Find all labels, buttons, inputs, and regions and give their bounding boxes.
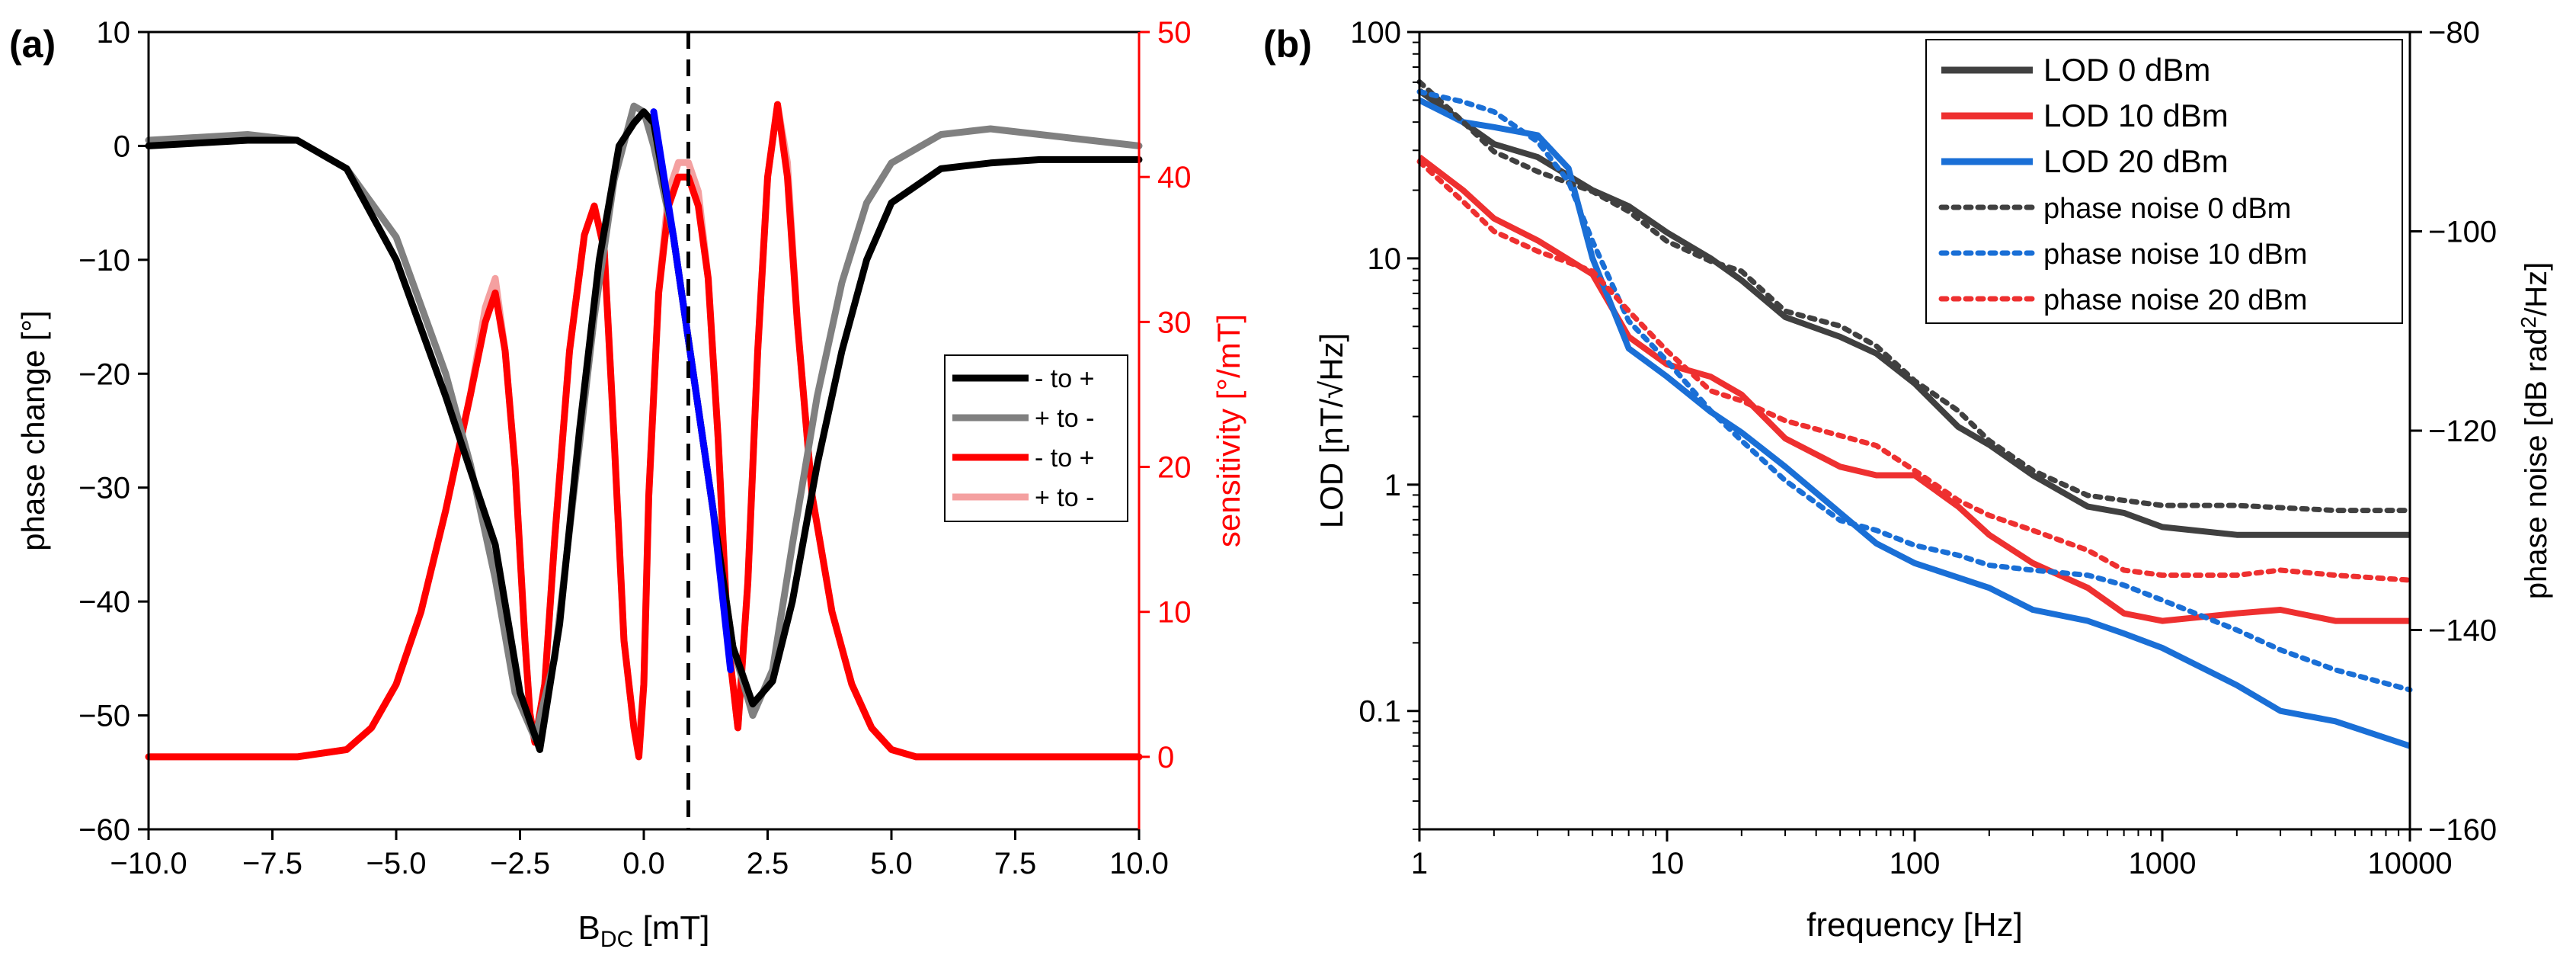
panel-a-y-right-tick-label: 20 [1157, 451, 1192, 485]
panel-a-xlabel: BDC [mT] [578, 909, 710, 952]
panel-b-ylabel-right: phase noise [dB rad2/Hz] [2517, 262, 2553, 600]
panel-b-y-left-tick-label: 1 [1384, 469, 1401, 502]
panel-a-x-tick-label: 5.0 [870, 847, 913, 880]
panel-b-x-tick-label: 10 [1650, 847, 1685, 880]
panel-b-x-tick-label: 1000 [2129, 847, 2197, 880]
panel-b-frame [1418, 30, 2411, 831]
panel-a-legend-label: + to - [1035, 483, 1094, 512]
panel-a-xlabel-unit: [mT] [633, 909, 709, 947]
panel-a-x-tick-label: −10.0 [110, 847, 187, 880]
panel-b-ylabel-right-sup: 2 [2517, 316, 2540, 329]
panel-a-y-left-tick-label: −20 [78, 357, 130, 391]
panel-b-plot-area [1416, 79, 2413, 749]
panel-a: (a) −10.0 −7.5 −5.0 −2.5 0.0 2.5 5.0 7.5 10.0 10 0… [9, 16, 1246, 952]
panel-a-y-right-tick-label: 50 [1157, 16, 1192, 50]
panel-a-plot-area [145, 32, 1143, 829]
panel-a-axes: −10.0 −7.5 −5.0 −2.5 0.0 2.5 5.0 7.5 10.0 10 0 −10 −… [78, 16, 1191, 880]
panel-a-ylabel-right: sensitivity [°/mT] [1211, 314, 1246, 547]
panel-b-label: (b) [1263, 23, 1312, 66]
panel-b-y-right-tick-label: −100 [2428, 216, 2497, 249]
panel-b-y-right-tick-label: −140 [2428, 614, 2497, 648]
panel-a-y-left-tick-label: −50 [78, 700, 130, 733]
panel-a-legend-label: - to + [1035, 444, 1094, 473]
panel-a-x-tick-label: 2.5 [747, 847, 789, 880]
panel-b-legend-label: phase noise 20 dBm [2043, 284, 2307, 316]
panel-a-x-tick-label: −2.5 [490, 847, 550, 880]
panel-b-ylabel-left: LOD [nT/√Hz] [1314, 333, 1349, 528]
panel-a-y-left-tick-label: −30 [78, 472, 130, 505]
panel-a-ylabel-left: phase change [°] [15, 310, 51, 551]
panel-b-series-2 [1418, 97, 2411, 749]
panel-b-ylabel-right-tail: /Hz] [2520, 262, 2553, 316]
panel-b-y-right-tick-label: −120 [2428, 415, 2497, 448]
panel-b-x-tick-label: 10000 [2367, 847, 2452, 880]
panel-a-series-3 [145, 101, 1143, 761]
panel-b-legend-label: LOD 10 dBm [2043, 98, 2229, 133]
panel-b-legend-label: phase noise 10 dBm [2043, 239, 2307, 271]
panel-a-label: (a) [9, 23, 56, 66]
panel-a-legend-label: - to + [1035, 364, 1094, 393]
panel-a-y-right-tick-label: 10 [1157, 596, 1192, 630]
panel-b-y-right-tick-label: −80 [2428, 16, 2480, 50]
panel-b-series-5 [1416, 159, 2413, 583]
panel-b-ylabel-right-main: phase noise [dB rad [2520, 328, 2553, 599]
panel-b-y-left-tick-label: 100 [1350, 16, 1401, 50]
panel-b-legend-label: phase noise 0 dBm [2043, 193, 2291, 225]
panel-a-y-left-tick-label: 10 [97, 16, 131, 50]
panel-b-legend: LOD 0 dBm LOD 10 dBm LOD 20 dBm phase noise… [1925, 39, 2403, 324]
panel-b-series-4 [1416, 88, 2413, 693]
panel-a-legend-label: + to - [1035, 404, 1094, 433]
panel-a-legend: - to + + to - - to + + to - [944, 354, 1128, 522]
panel-a-y-left-tick-label: −40 [78, 585, 130, 619]
panel-a-x-tick-label: 0.0 [622, 847, 665, 880]
panel-b-x-tick-label: 100 [1890, 847, 1941, 880]
panel-a-series-2 [650, 108, 734, 674]
panel-a-y-right-tick-label: 0 [1157, 741, 1174, 774]
panel-b-y-left-tick-label: 0.1 [1358, 695, 1401, 729]
panel-b: (b) 1 10 100 1000 10000 100 10 1 0.1 −80 −100 −120 −… [1263, 16, 2553, 944]
panel-a-y-left-tick-label: −10 [78, 244, 130, 277]
panel-a-y-left-tick-label: 0 [114, 130, 130, 163]
panel-a-xlabel-main: B [578, 909, 600, 947]
panel-a-x-tick-label: 7.5 [994, 847, 1037, 880]
panel-a-y-left-tick-label: −60 [78, 813, 130, 847]
panel-a-y-right-tick-label: 30 [1157, 306, 1192, 339]
panel-a-x-tick-label: −7.5 [242, 847, 302, 880]
panel-a-y-right-tick-label: 40 [1157, 161, 1192, 194]
panel-a-x-tick-label: −5.0 [366, 847, 427, 880]
panel-a-series-1 [145, 102, 1143, 742]
panel-b-xlabel: frequency [Hz] [1806, 906, 2023, 944]
panel-b-legend-label: LOD 0 dBm [2043, 52, 2210, 88]
panel-b-series-3 [1416, 79, 2413, 514]
panel-b-legend-label: LOD 20 dBm [2043, 143, 2229, 179]
panel-b-legend-box [1925, 39, 2403, 324]
panel-b-y-right-tick-label: −160 [2428, 813, 2497, 847]
panel-a-x-tick-label: 10.0 [1109, 847, 1169, 880]
panel-b-y-left-tick-label: 10 [1368, 242, 1402, 276]
panel-b-x-tick-label: 1 [1411, 847, 1428, 880]
panel-a-xlabel-sub: DC [600, 927, 633, 952]
